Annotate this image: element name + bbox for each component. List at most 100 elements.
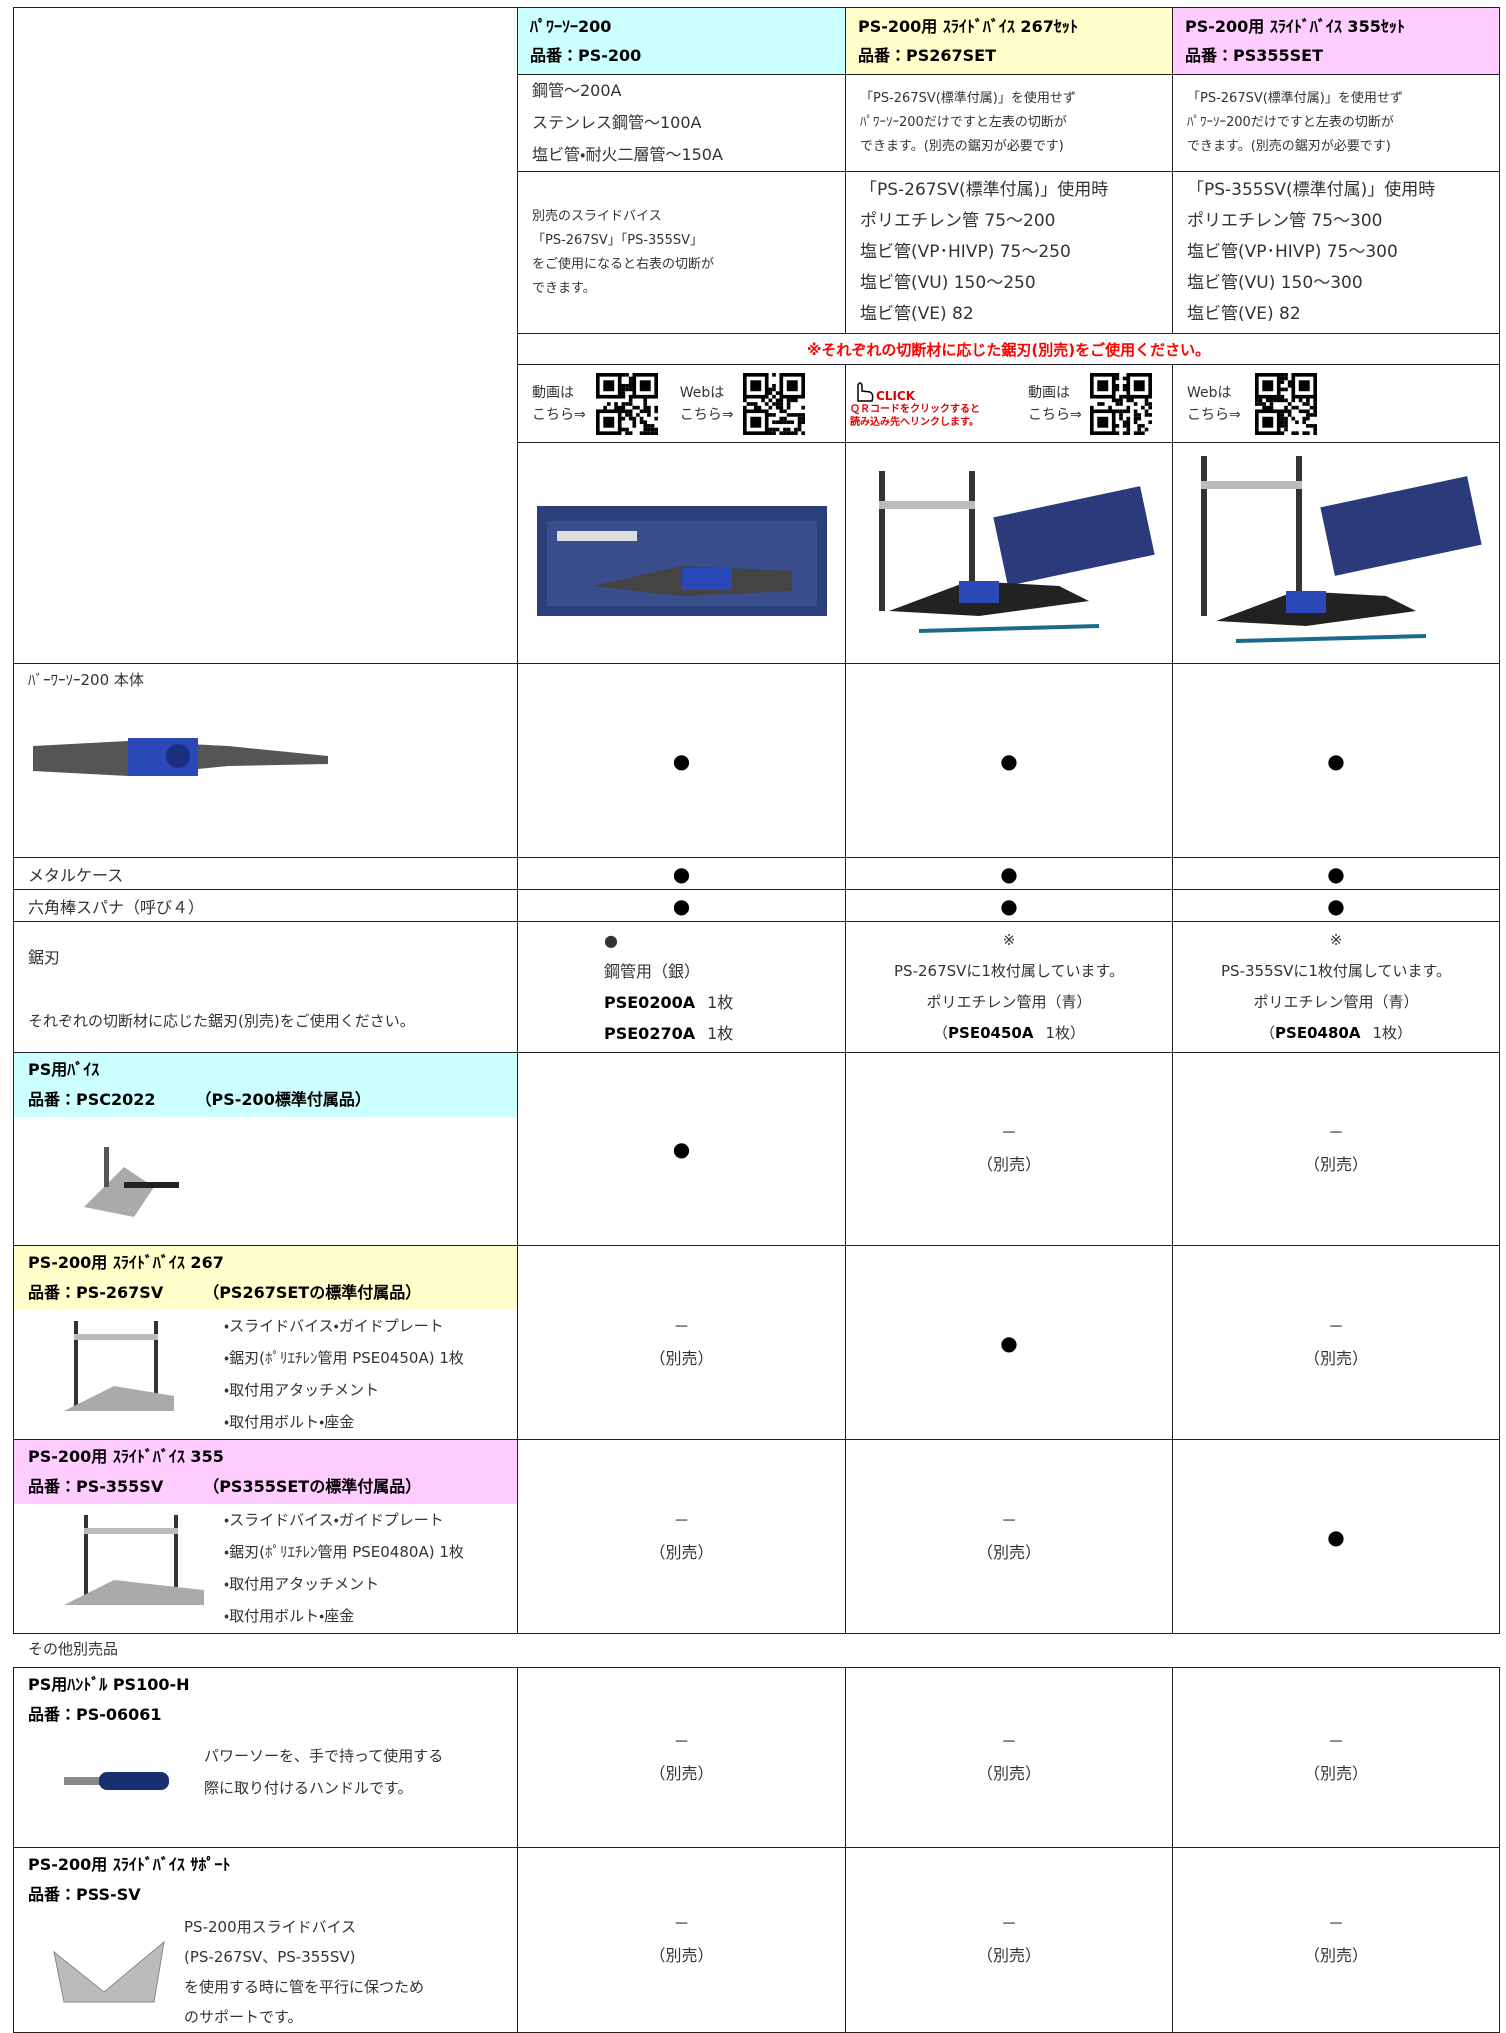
text-line: ・取付用ボルト・座金 <box>224 1607 355 1625</box>
qr-code[interactable] <box>1254 372 1317 435</box>
section-title: その他別売品 <box>28 1640 119 1658</box>
text-line: （別売） <box>976 1542 1041 1562</box>
item-value: － （別売） <box>1172 1667 1500 1848</box>
capacity-cell: 「PS-267SV(標準付属)」を使用せず ﾊﾟﾜｰｿｰ200だけですと左表の切断… <box>845 74 1173 172</box>
qr-cell: Webは こちら⇒ <box>1172 364 1500 443</box>
qr-code[interactable] <box>595 372 658 435</box>
text-line: ● <box>672 1137 691 1161</box>
item-name: PS-200用 ｽﾗｲﾄﾞﾊﾞｲｽ ｻﾎﾟｰﾄ <box>28 1855 231 1874</box>
item-value: ● <box>845 889 1173 922</box>
text-line: ● <box>1327 748 1345 773</box>
text-line: ● <box>1000 1330 1018 1355</box>
text-line: ポリエチレン管 75～200 <box>860 211 1056 231</box>
product-image <box>53 1940 165 2003</box>
slide-capacity-cell: 「PS-267SV(標準付属)」使用時 ポリエチレン管 75～200 塩ビ管(VP･… <box>845 171 1173 334</box>
item-note: （PS-200標準付属品） <box>195 1090 371 1109</box>
click-label: CLICK <box>876 388 916 403</box>
qr-label: Webは こちら⇒ <box>1187 382 1241 426</box>
text-line: ● <box>1327 1524 1345 1549</box>
text-line: ● <box>672 748 691 773</box>
text-line: PS-200用スライドバイス <box>184 1918 357 1936</box>
text-line: PSE0200A 1枚 <box>604 987 845 1018</box>
qr-cell: CLICK ＱＲコードをクリックすると 読み込み先へリンクします。 動画は こちら⇒ <box>845 364 1173 443</box>
header-code: 品番：PS355SET <box>1185 46 1324 65</box>
text-line: － <box>1327 1731 1344 1751</box>
text-line: ● <box>672 861 691 886</box>
item-name: 六角棒スパナ（呼び４） <box>13 889 518 922</box>
item-value: ● <box>1172 889 1500 922</box>
quantity: 1枚 <box>707 993 734 1012</box>
product-image <box>1201 456 1482 643</box>
text-line: （別売） <box>649 1763 714 1783</box>
item-value: ● <box>517 889 846 922</box>
text-line: をご使用になると右表の切断が <box>532 256 715 272</box>
text-line: こちら⇒ <box>679 406 734 423</box>
text-line: のサポートです。 <box>184 2008 303 2026</box>
part-code: PSE0480A <box>1275 1024 1361 1042</box>
text-line: 「PS-267SV(標準付属)」使用時 <box>860 180 1109 200</box>
product-image <box>64 1515 204 1605</box>
text-line: ・スライドバイス・ガイドプレート <box>224 1511 444 1529</box>
text-line: 塩ビ管(VE) 82 <box>860 304 974 324</box>
text-line: ・取付用アタッチメント <box>224 1381 380 1399</box>
item-note: それぞれの切断材に応じた鋸刃(別売)をご使用ください。 <box>28 1011 415 1030</box>
text-line: （別売） <box>649 1946 714 1965</box>
part-code: PSE0450A <box>948 1024 1034 1042</box>
text-line: (PS-267SV、PS-355SV) <box>184 1948 356 1966</box>
text-line: ﾊﾟﾜｰｿｰ200だけですと左表の切断が <box>860 115 1067 130</box>
blank-cell <box>13 7 518 664</box>
item-cell: ﾊﾞｰﾜｰｿｰ200 本体 <box>13 663 518 858</box>
click-note: ＱＲコードをクリックすると 読み込み先へリンクします。 <box>850 403 1020 429</box>
text-line: （別売） <box>649 1348 714 1368</box>
item-value: ● 鋼管用（銀） PSE0200A 1枚 PSE0270A 1枚 <box>517 921 846 1053</box>
qr-code[interactable] <box>743 372 806 435</box>
item-value: － （別売） <box>1172 1245 1500 1440</box>
text-line: － <box>1327 1316 1344 1336</box>
text-line: を使用する時に管を平行に保つため <box>184 1978 425 1996</box>
text-line: 「PS-355SV(標準付属)」使用時 <box>1187 180 1436 200</box>
text-line: パワーソーを、手で持って使用する <box>204 1747 444 1765</box>
text-line: ・鋸刃(ﾎﾟﾘｴﾁﾚﾝ管用 PSE0480A) 1枚 <box>224 1543 464 1561</box>
product-image <box>84 1147 179 1217</box>
item-name: PS-200用 ｽﾗｲﾄﾞﾊﾞｲｽ 355 <box>28 1447 224 1466</box>
text-line: 鋼管用（銀） <box>604 962 701 981</box>
header-title: PS-200用 ｽﾗｲﾄﾞﾊﾞｲｽ 355ｾｯﾄ <box>1185 17 1405 36</box>
text-line: － <box>673 1510 690 1530</box>
qr-code[interactable] <box>1089 372 1152 435</box>
image-cell <box>1172 442 1500 664</box>
part-code: PSE0270A <box>604 1024 696 1043</box>
capacity-cell: 鋼管～200A ステンレス鋼管～100A 塩ビ管・耐火二層管～150A <box>517 74 846 172</box>
comparison-table: ﾊﾟﾜｰｿｰ200 品番：PS-200 PS-200用 ｽﾗｲﾄﾞﾊﾞｲｽ 267… <box>13 7 1500 1634</box>
slide-capacity-cell: 別売のスライドバイス 「PS-267SV」「PS-355SV」 をご使用になると右表… <box>517 171 846 334</box>
text-line: （別売） <box>1303 1348 1368 1368</box>
item-value: － （別売） <box>845 1052 1173 1246</box>
item-value: － （別売） <box>845 1667 1173 1848</box>
item-name: PS-200用 ｽﾗｲﾄﾞﾊﾞｲｽ 267 <box>28 1253 224 1272</box>
item-cell: PS-200用 ｽﾗｲﾄﾞﾊﾞｲｽ 267 品番：PS-267SV （PS267SE… <box>13 1245 518 1440</box>
text-line: ● <box>672 893 691 918</box>
text-line: ・スライドバイス・ガイドプレート <box>224 1317 444 1335</box>
qr-label: Webは こちら⇒ <box>680 382 734 426</box>
item-value: － （別売） <box>517 1667 846 1848</box>
text-line: ● <box>1000 748 1018 773</box>
item-note: （PS355SETの標準付属品） <box>203 1477 422 1496</box>
item-desc: PS-200用スライドバイス (PS-267SV、PS-355SV) を使用する時に… <box>184 1912 424 2032</box>
item-name: メタルケース <box>13 857 518 890</box>
text-line: （別売） <box>1303 1946 1368 1965</box>
text-line: できます。(別売の鋸刃が必要です) <box>860 139 1064 154</box>
text-line: できます。 <box>532 280 596 296</box>
bracket: （ <box>1260 1024 1276 1042</box>
product-image <box>64 1772 169 1790</box>
options-table: PS用ﾊﾝﾄﾞﾙ PS100-H 品番：PS-06061 パワーソーを、手で持って… <box>13 1667 1500 2033</box>
note: ※それぞれの切断材に応じた鋸刃(別売)をご使用ください。 <box>517 333 1500 365</box>
item-code: 品番：PSC2022 <box>28 1090 156 1109</box>
item-value: － （別売） <box>517 1847 846 2033</box>
text-line: ステンレス鋼管～100A <box>532 113 702 132</box>
quantity: 1枚 <box>707 1024 734 1043</box>
text-line: こちら⇒ <box>1028 406 1082 423</box>
item-value: ● <box>845 1245 1173 1440</box>
capacity-cell: 「PS-267SV(標準付属)」を使用せず ﾊﾟﾜｰｿｰ200だけですと左表の切断… <box>1172 74 1500 172</box>
text-line: ● <box>1327 861 1345 886</box>
text-line: ● <box>1000 861 1018 886</box>
text-line: 鋼管～200A <box>532 81 622 100</box>
